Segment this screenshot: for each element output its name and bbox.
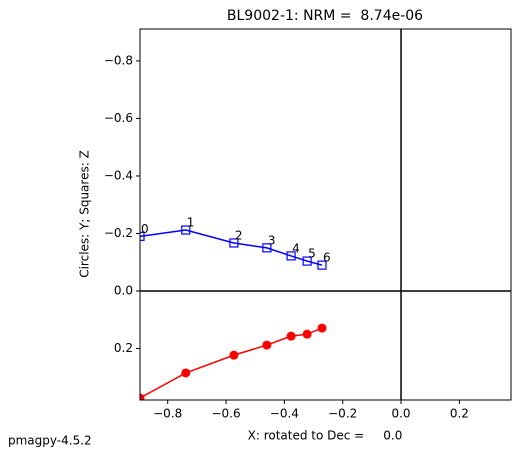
y-tick-label: −0.4 [104, 168, 133, 182]
point-label: 2 [235, 228, 243, 242]
point-label: 5 [308, 247, 316, 261]
y-tick-label: −0.2 [104, 226, 133, 240]
point-label: 4 [292, 241, 300, 255]
x-tick-label: −0.8 [153, 407, 182, 421]
x-tick-label: −0.6 [211, 407, 240, 421]
point-label: 0 [141, 222, 149, 236]
y-tick-label: −0.8 [104, 53, 133, 67]
chart-title: BL9002-1: NRM = 8.74e-06 [227, 8, 423, 24]
point [181, 368, 191, 378]
point [181, 225, 191, 235]
y-tick-label: 0.0 [114, 284, 133, 298]
point [140, 393, 145, 400]
point [229, 350, 239, 360]
point-label: 6 [323, 251, 331, 265]
point [302, 256, 312, 266]
point [317, 260, 327, 270]
point [317, 323, 327, 333]
point [262, 243, 272, 253]
point [229, 238, 239, 248]
point [286, 251, 296, 261]
point-label: 1 [187, 216, 195, 230]
series-line [140, 229, 323, 266]
x-tick-label: −0.4 [270, 407, 299, 421]
axes-frame [139, 28, 512, 401]
y-tick-label: 0.2 [114, 341, 133, 355]
point [286, 331, 296, 341]
x-tick-label: −0.2 [328, 407, 357, 421]
x-tick-label: 0.2 [450, 407, 469, 421]
footer: pmagpy-4.5.2 [8, 434, 92, 448]
x-tick-label: 0.0 [391, 407, 410, 421]
plot-area: 0 1 2 3 4 5 6 [140, 29, 511, 400]
point [262, 340, 272, 350]
point [140, 231, 145, 241]
x-axis-label: X: rotated to Dec = 0.0 [248, 429, 403, 443]
point-label: 3 [268, 233, 276, 247]
y-tick-label: −0.6 [104, 111, 133, 125]
point [302, 329, 312, 339]
y-axis-label: Circles: Y; Squares: Z [78, 150, 92, 278]
